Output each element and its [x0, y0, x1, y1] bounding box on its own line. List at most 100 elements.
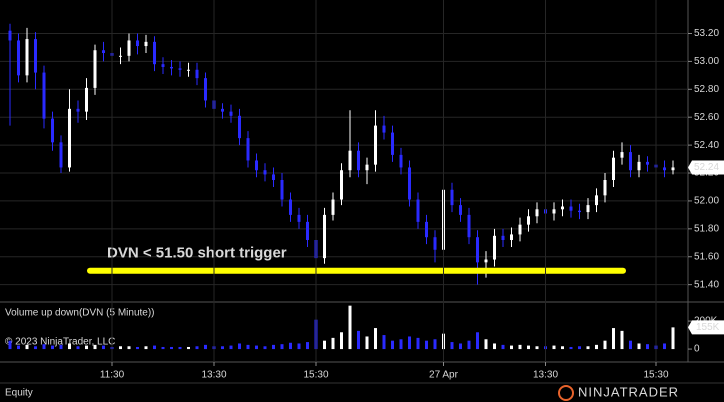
- x-tick-label: 13:30: [201, 370, 226, 381]
- volume-bar: [450, 342, 454, 350]
- candle-body: [527, 216, 530, 225]
- candle-body: [552, 209, 556, 214]
- volume-bar: [263, 346, 267, 350]
- candle-body: [637, 161, 641, 171]
- volume-bar: [289, 342, 292, 350]
- candle-body: [348, 150, 352, 171]
- volume-bar: [76, 346, 80, 350]
- candle-body: [280, 180, 284, 200]
- candle-body: [620, 152, 624, 158]
- volume-bar: [195, 346, 199, 350]
- candle-body: [569, 206, 573, 211]
- volume-bar: [42, 344, 46, 350]
- candle-body: [425, 221, 428, 238]
- volume-bar: [187, 346, 190, 350]
- candle-body: [119, 55, 122, 57]
- volume-bar: [629, 340, 632, 350]
- candle-body: [467, 214, 471, 238]
- volume-bar: [425, 340, 428, 350]
- y-tick-label: 0: [694, 344, 700, 355]
- volume-bar: [552, 345, 556, 350]
- candle-body: [561, 206, 564, 210]
- y-tick-label: 53.00: [694, 56, 719, 67]
- candle-body: [246, 138, 250, 161]
- candle-body: [357, 150, 360, 171]
- candle-body: [365, 164, 369, 171]
- logo-icon: [558, 385, 574, 401]
- candle-body: [603, 180, 607, 196]
- volume-bar: [136, 346, 139, 350]
- volume-title: Volume up down(DVN (5 Minute)): [5, 308, 155, 319]
- volume-bar: [348, 305, 352, 350]
- candle-body: [59, 142, 63, 168]
- candle-body: [663, 167, 666, 171]
- y-tick-label: 52.80: [694, 84, 719, 95]
- candle-body: [68, 108, 71, 168]
- x-tick-label: 27 Apr: [429, 370, 459, 381]
- volume-bar: [238, 343, 241, 350]
- volume-bar: [272, 344, 275, 350]
- candle-body: [374, 125, 377, 165]
- candle-body: [272, 174, 275, 180]
- candle-body: [671, 167, 675, 171]
- volume-bar: [340, 332, 343, 350]
- x-tick-label: 15:30: [303, 370, 328, 381]
- y-tick-label: 51.40: [694, 279, 719, 290]
- last-price-marker: [688, 160, 724, 175]
- candle-body: [484, 259, 488, 263]
- candle-body: [586, 205, 590, 213]
- volume-bar: [178, 346, 182, 350]
- volume-bar: [671, 327, 675, 350]
- copyright: © 2023 NinjaTrader, LLC: [5, 337, 115, 348]
- volume-bar: [374, 328, 377, 350]
- candle-body: [170, 66, 173, 69]
- volume-bar: [484, 339, 488, 350]
- candle-body: [433, 237, 437, 250]
- y-tick-label: 51.80: [694, 223, 719, 234]
- candle-body: [42, 72, 46, 119]
- volume-bar: [416, 337, 420, 350]
- candle-body: [612, 157, 615, 180]
- candle-body: [450, 189, 454, 206]
- volume-bar: [204, 344, 207, 350]
- volume-bar: [297, 343, 301, 350]
- candle-body: [595, 195, 598, 206]
- candle-body: [178, 68, 182, 70]
- candle-body: [127, 40, 131, 56]
- candle-body: [229, 111, 233, 116]
- volume-bar: [221, 346, 224, 350]
- volume-bar: [34, 346, 37, 350]
- candle-body: [535, 209, 539, 217]
- volume-bar: [433, 339, 437, 350]
- candle-body: [331, 199, 335, 215]
- candle-body: [76, 108, 80, 112]
- volume-bar: [280, 344, 284, 350]
- candle-body: [518, 224, 522, 235]
- candle-body: [238, 115, 241, 139]
- y-tick-label: 52.40: [694, 140, 719, 151]
- candle-body: [195, 69, 199, 79]
- volume-bar: [586, 346, 590, 350]
- volume-bar: [144, 346, 148, 350]
- candle-body: [204, 78, 207, 101]
- volume-bar: [365, 336, 369, 350]
- candle-body: [161, 64, 165, 67]
- volume-bar: [357, 330, 360, 350]
- candle-body: [51, 118, 54, 143]
- volume-bar: [331, 337, 335, 350]
- y-tick-label: 51.60: [694, 251, 719, 262]
- candle-body: [153, 41, 156, 65]
- volume-bar: [459, 343, 462, 350]
- volume-bar: [578, 346, 581, 350]
- candle-body: [510, 234, 513, 240]
- volume-bar: [527, 345, 530, 350]
- candle-body: [408, 167, 411, 200]
- volume-bar: [25, 344, 29, 350]
- volume-bar: [620, 330, 624, 350]
- volume-bar: [476, 332, 479, 350]
- tab-label[interactable]: Equity: [5, 388, 33, 399]
- candle-body: [646, 161, 649, 165]
- candle-body: [85, 87, 88, 112]
- volume-bar: [493, 343, 496, 350]
